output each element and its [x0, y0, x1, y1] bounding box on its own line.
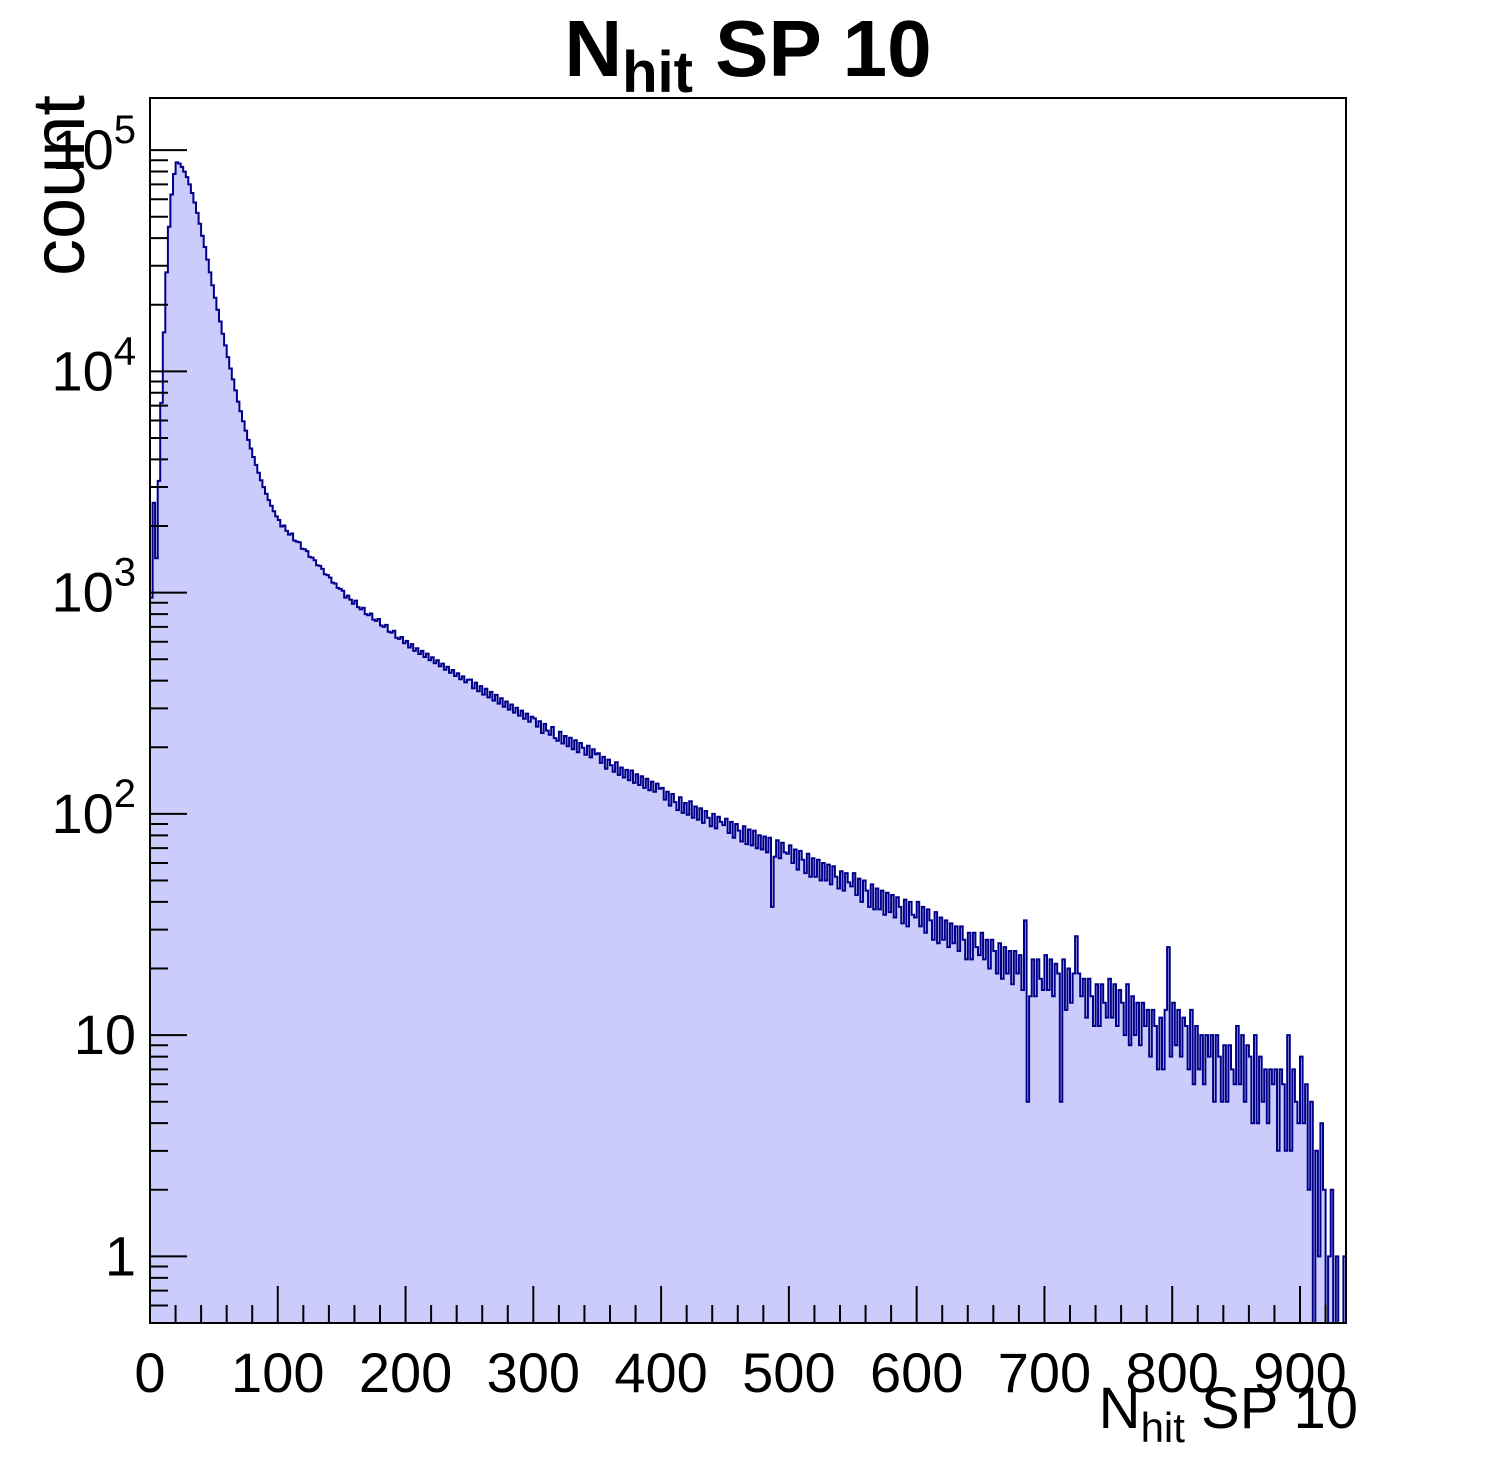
- x-tick-label: 700: [998, 1341, 1091, 1404]
- x-tick-label: 200: [359, 1341, 452, 1404]
- x-tick-label: 900: [1253, 1341, 1346, 1404]
- x-axis-title: Nhit SP 10: [1099, 1376, 1358, 1451]
- x-tick-label: 800: [1126, 1341, 1219, 1404]
- x-tick-label: 100: [231, 1341, 324, 1404]
- x-tick-label: 0: [134, 1341, 165, 1404]
- y-tick-label: 102: [51, 772, 136, 845]
- y-tick-label: 10: [74, 1003, 136, 1066]
- y-axis-title: count: [17, 95, 100, 276]
- y-tick-label: 103: [51, 551, 136, 624]
- plot-layer: 0 100 200 300 400 500 600 700 800 900 1 10 102 103 104…: [51, 97, 1347, 1404]
- y-tick-label: 104: [51, 329, 136, 402]
- plot-frame: [149, 97, 1347, 1324]
- x-tick-label: 500: [742, 1341, 835, 1404]
- y-tick-label: 1: [105, 1224, 136, 1287]
- x-tick-label: 400: [614, 1341, 707, 1404]
- x-tick-label: 600: [870, 1341, 963, 1404]
- y-tick-label: 105: [51, 108, 136, 181]
- x-tick-label: 300: [487, 1341, 580, 1404]
- chart-title: Nhit SP 10: [564, 4, 931, 105]
- histogram-area: [149, 161, 1347, 1324]
